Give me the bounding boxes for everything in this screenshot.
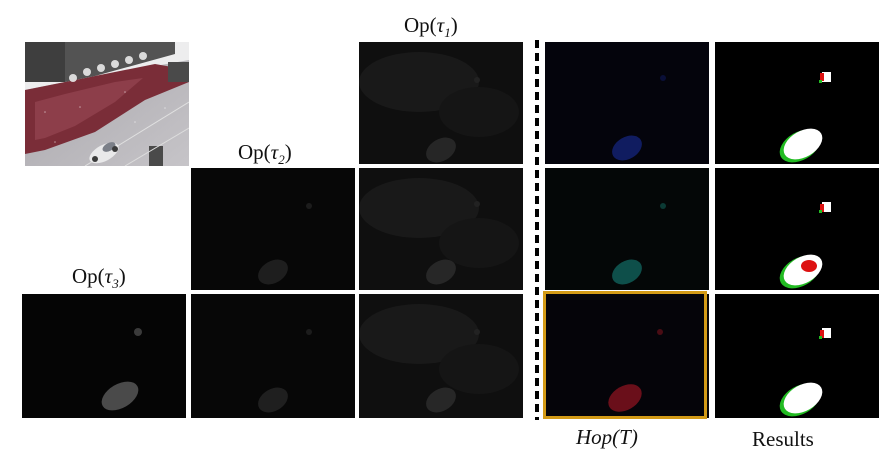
result-row2 (715, 168, 879, 290)
result-row3 (715, 294, 879, 418)
op-tau2-row3 (191, 294, 355, 418)
result-row1 (715, 42, 879, 164)
dashed-separator (535, 40, 539, 420)
input-photo (25, 42, 189, 166)
label-op-tau2: Op(τ2) (238, 140, 292, 168)
hop-highlight-frame (543, 291, 707, 419)
op-tau1-row3 (359, 294, 523, 418)
label-hop: Hop(T) (576, 425, 638, 449)
op-tau2-row2 (191, 168, 355, 290)
label-op-tau3: Op(τ3) (72, 264, 126, 292)
hop-row3 (545, 294, 709, 418)
label-results: Results (752, 427, 814, 451)
label-op-tau1: Op(τ1) (404, 13, 458, 41)
hop-row2 (545, 168, 709, 290)
op-tau1-row2 (359, 168, 523, 290)
op-tau3-row3 (22, 294, 186, 418)
op-tau1-row1 (359, 42, 523, 164)
hop-row1 (545, 42, 709, 164)
